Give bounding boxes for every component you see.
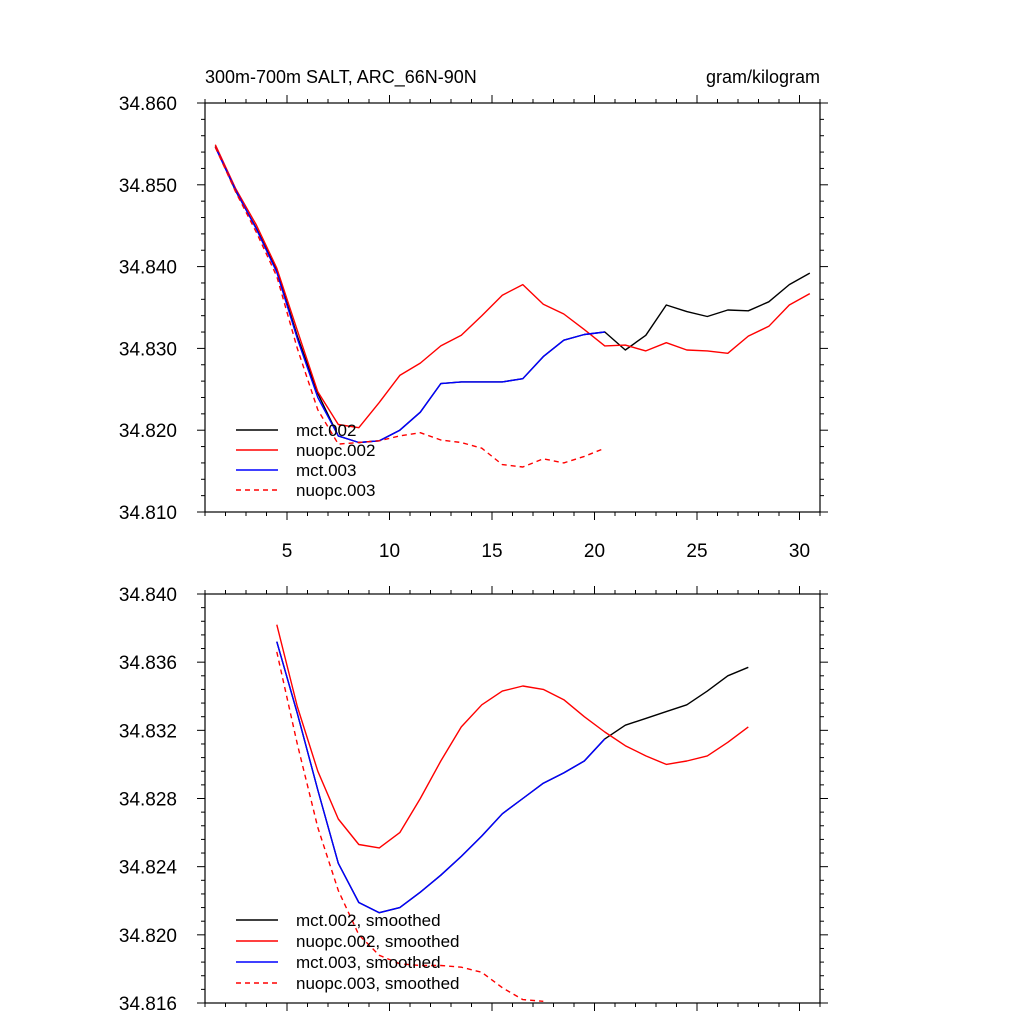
- x-tick-label: 5: [282, 541, 293, 562]
- legend-label: nuopc.002, smoothed: [296, 932, 460, 951]
- y-tick-label: 34.860: [119, 94, 177, 115]
- x-tick-label: 10: [379, 541, 400, 562]
- series-line: [214, 146, 811, 444]
- series-line: [276, 651, 544, 1002]
- y-tick-label: 34.816: [119, 994, 177, 1015]
- y-tick-label: 34.840: [119, 258, 177, 279]
- y-tick-label: 34.836: [119, 653, 177, 674]
- x-tick-label: 25: [686, 541, 707, 562]
- legend-label: mct.002, smoothed: [296, 911, 441, 930]
- series-line: [276, 641, 606, 914]
- y-tick-label: 34.810: [119, 503, 177, 524]
- y-tick-label: 34.850: [119, 176, 177, 197]
- legend-label: nuopc.003, smoothed: [296, 974, 460, 993]
- legend-label: mct.003: [296, 461, 356, 480]
- y-tick-label: 34.824: [119, 858, 178, 879]
- legend-label: mct.002: [296, 421, 356, 440]
- y-tick-label: 34.828: [119, 790, 177, 811]
- bottom-panel: 34.816 34.820 34.824 34.828 34.832 34.836 34.8…: [119, 585, 828, 1015]
- chart-units: gram/kilogram: [706, 67, 820, 87]
- series-line: [276, 624, 749, 849]
- legend-label: nuopc.003: [296, 481, 375, 500]
- x-tick-label: 20: [584, 541, 605, 562]
- chart-title: 300m-700m SALT, ARC_66N-90N: [205, 67, 477, 88]
- y-tick-label: 34.820: [119, 421, 177, 442]
- legend-label: nuopc.002: [296, 441, 375, 460]
- series-line: [276, 641, 749, 914]
- y-tick-label: 34.840: [119, 585, 177, 606]
- top-panel: 5 10 15 20 25 30 34.810 34.820 34.830 34.840 34.85…: [119, 94, 828, 562]
- series-line: [214, 146, 606, 468]
- x-tick-label: 15: [481, 541, 502, 562]
- series-line: [214, 146, 605, 444]
- y-tick-label: 34.830: [119, 339, 177, 360]
- series-line: [214, 144, 811, 429]
- legend-label: mct.003, smoothed: [296, 953, 441, 972]
- y-tick-label: 34.832: [119, 721, 177, 742]
- y-tick-label: 34.820: [119, 926, 177, 947]
- x-tick-label: 30: [789, 541, 810, 562]
